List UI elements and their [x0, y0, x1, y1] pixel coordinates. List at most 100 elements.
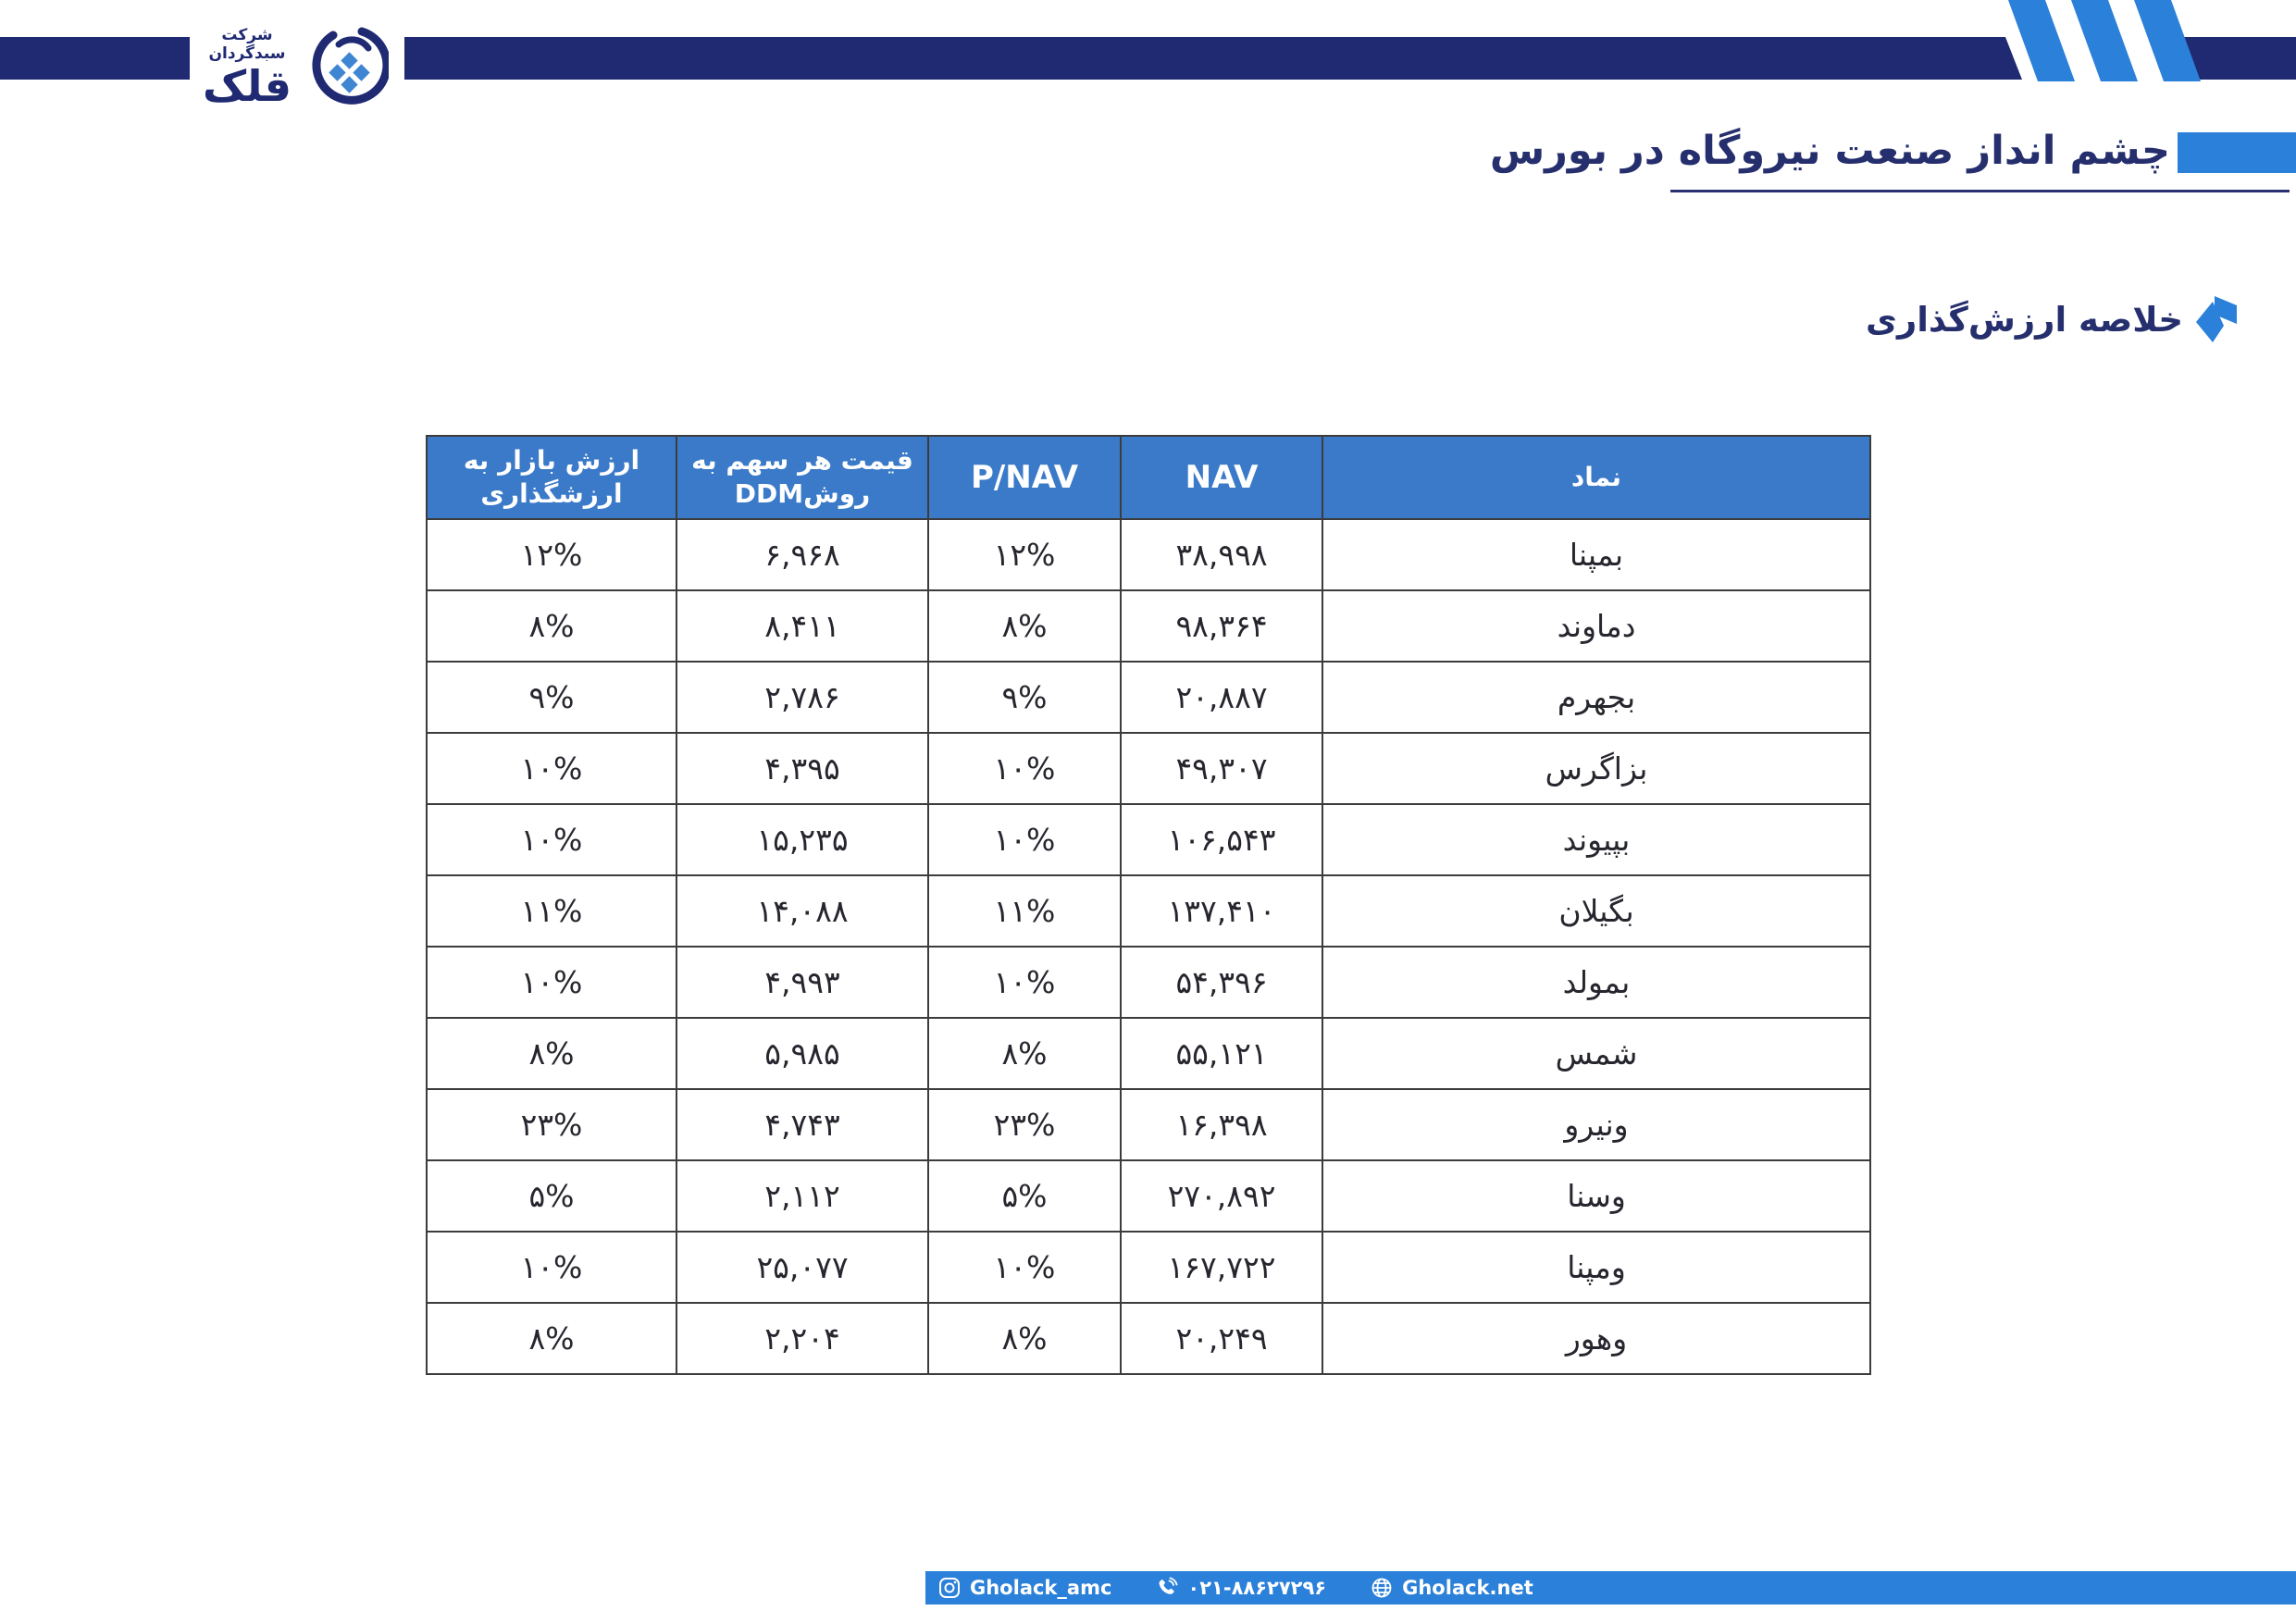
table-row: بگیلان ۱۳۷,۴۱۰ ۱۱% ۱۴,۰۸۸ ۱۱%	[426, 874, 1871, 948]
cell-ddm: ۶,۹۶۸	[676, 518, 929, 591]
cell-ddm: ۱۵,۲۳۵	[676, 803, 929, 876]
subtitle-arrow-icon	[2196, 296, 2237, 342]
footer-website: Gholack.net	[1371, 1577, 1533, 1599]
cell-ddm: ۸,۴۱۱	[676, 589, 929, 663]
title-underline	[1670, 190, 2290, 192]
cell-mv: ۸%	[426, 1017, 677, 1090]
phone-icon	[1156, 1577, 1178, 1599]
table-row: بپیوند ۱۰۶,۵۴۳ ۱۰% ۱۵,۲۳۵ ۱۰%	[426, 803, 1871, 876]
cell-mv: ۱۰%	[426, 1231, 677, 1304]
col-header-market-value: ارزش بازار به ارزشگذاری	[426, 435, 677, 520]
table-body: بمپنا ۳۸,۹۹۸ ۱۲% ۶,۹۶۸ ۱۲% دماوند ۹۸,۳۶۴ ۸% ۸,۴۱…	[426, 518, 1871, 1375]
footer-instagram: Gholack_amc	[938, 1577, 1111, 1599]
table-row: بجهرم ۲۰,۸۸۷ ۹% ۲,۷۸۶ ۹%	[426, 661, 1871, 734]
cell-mv: ۵%	[426, 1159, 677, 1233]
col-header-nav: NAV	[1120, 435, 1323, 520]
logo-company-line: شرکت سبدگردان	[208, 26, 286, 64]
cell-nav: ۴۹,۳۰۷	[1120, 732, 1323, 805]
footer-instagram-handle: Gholack_amc	[970, 1577, 1112, 1599]
cell-pnav: ۲۳%	[927, 1088, 1122, 1161]
section-subtitle: خلاصه ارزش‌گذاری	[1866, 299, 2183, 340]
table-row: شمس ۵۵,۱۲۱ ۸% ۵,۹۸۵ ۸%	[426, 1017, 1871, 1090]
cell-pnav: ۱۲%	[927, 518, 1122, 591]
cell-nav: ۲۷۰,۸۹۲	[1120, 1159, 1323, 1233]
table-row: بمپنا ۳۸,۹۹۸ ۱۲% ۶,۹۶۸ ۱۲%	[426, 518, 1871, 591]
cell-mv: ۲۳%	[426, 1088, 677, 1161]
cell-mv: ۱۲%	[426, 518, 677, 591]
table-row: دماوند ۹۸,۳۶۴ ۸% ۸,۴۱۱ ۸%	[426, 589, 1871, 663]
cell-nav: ۱۰۶,۵۴۳	[1120, 803, 1323, 876]
cell-symbol: دماوند	[1322, 589, 1871, 663]
cell-mv: ۹%	[426, 661, 677, 734]
top-bar-middle-segment	[404, 37, 2022, 80]
cell-symbol: بزاگرس	[1322, 732, 1871, 805]
diagonal-stripe	[2008, 0, 2076, 81]
cell-ddm: ۴,۹۹۳	[676, 946, 929, 1019]
cell-ddm: ۲,۱۱۲	[676, 1159, 929, 1233]
cell-pnav: ۱۱%	[927, 874, 1122, 948]
cell-pnav: ۸%	[927, 1017, 1122, 1090]
cell-symbol: شمس	[1322, 1017, 1871, 1090]
cell-pnav: ۸%	[927, 1302, 1122, 1375]
gholack-logo-icon	[311, 26, 391, 109]
cell-symbol: بجهرم	[1322, 661, 1871, 734]
page-title: چشم انداز صنعت نیروگاه در بورس	[1489, 128, 2170, 174]
cell-nav: ۹۸,۳۶۴	[1120, 589, 1323, 663]
cell-pnav: ۵%	[927, 1159, 1122, 1233]
title-accent-bar	[2178, 132, 2296, 173]
cell-pnav: ۱۰%	[927, 946, 1122, 1019]
cell-nav: ۳۸,۹۹۸	[1120, 518, 1323, 591]
cell-nav: ۱۳۷,۴۱۰	[1120, 874, 1323, 948]
diagonal-stripe	[2071, 0, 2139, 81]
cell-ddm: ۵,۹۸۵	[676, 1017, 929, 1090]
cell-pnav: ۹%	[927, 661, 1122, 734]
cell-symbol: بمولد	[1322, 946, 1871, 1019]
cell-nav: ۲۰,۸۸۷	[1120, 661, 1323, 734]
cell-symbol: بپیوند	[1322, 803, 1871, 876]
footer-contact-bar: Gholack_amc ۰۲۱-۸۸۶۲۷۲۹۶ Gholack.net	[925, 1571, 2296, 1604]
cell-nav: ۵۴,۳۹۶	[1120, 946, 1323, 1019]
table-row: ونیرو ۱۶,۳۹۸ ۲۳% ۴,۷۴۳ ۲۳%	[426, 1088, 1871, 1161]
cell-ddm: ۴,۷۴۳	[676, 1088, 929, 1161]
cell-mv: ۱۰%	[426, 732, 677, 805]
footer-phone-number: ۰۲۱-۸۸۶۲۷۲۹۶	[1187, 1577, 1327, 1599]
cell-mv: ۱۰%	[426, 803, 677, 876]
cell-mv: ۱۰%	[426, 946, 677, 1019]
logo-brand-name: قلک	[203, 60, 292, 111]
globe-icon	[1371, 1577, 1393, 1599]
instagram-icon	[938, 1577, 961, 1599]
cell-symbol: بمپنا	[1322, 518, 1871, 591]
col-header-ddm: قیمت هر سهم به روشDDM	[676, 435, 929, 520]
table-row: بزاگرس ۴۹,۳۰۷ ۱۰% ۴,۳۹۵ ۱۰%	[426, 732, 1871, 805]
table-header-row: نماد NAV P/NAV قیمت هر سهم به روشDDM ارز…	[426, 435, 1871, 520]
cell-mv: ۸%	[426, 1302, 677, 1375]
valuation-table: نماد NAV P/NAV قیمت هر سهم به روشDDM ارز…	[426, 435, 1871, 1375]
logo-wordmark: شرکت سبدگردان قلک	[183, 26, 311, 108]
footer-phone: ۰۲۱-۸۸۶۲۷۲۹۶	[1156, 1577, 1326, 1599]
cell-mv: ۸%	[426, 589, 677, 663]
cell-symbol: ونیرو	[1322, 1088, 1871, 1161]
table-row: وسنا ۲۷۰,۸۹۲ ۵% ۲,۱۱۲ ۵%	[426, 1159, 1871, 1233]
cell-symbol: وهور	[1322, 1302, 1871, 1375]
cell-symbol: بگیلان	[1322, 874, 1871, 948]
cell-ddm: ۲۵,۰۷۷	[676, 1231, 929, 1304]
table-row: ومپنا ۱۶۷,۷۲۲ ۱۰% ۲۵,۰۷۷ ۱۰%	[426, 1231, 1871, 1304]
col-header-symbol: نماد	[1322, 435, 1871, 520]
cell-symbol: وسنا	[1322, 1159, 1871, 1233]
cell-nav: ۱۶,۳۹۸	[1120, 1088, 1323, 1161]
col-header-pnav: P/NAV	[927, 435, 1122, 520]
cell-ddm: ۲,۷۸۶	[676, 661, 929, 734]
cell-ddm: ۴,۳۹۵	[676, 732, 929, 805]
footer-website-url: Gholack.net	[1402, 1577, 1533, 1599]
top-bar-left-segment	[0, 37, 190, 80]
section-subtitle-row: خلاصه ارزش‌گذاری	[1866, 296, 2237, 342]
cell-nav: ۵۵,۱۲۱	[1120, 1017, 1323, 1090]
cell-symbol: ومپنا	[1322, 1231, 1871, 1304]
cell-nav: ۱۶۷,۷۲۲	[1120, 1231, 1323, 1304]
cell-pnav: ۱۰%	[927, 732, 1122, 805]
cell-pnav: ۸%	[927, 589, 1122, 663]
cell-ddm: ۱۴,۰۸۸	[676, 874, 929, 948]
cell-nav: ۲۰,۲۴۹	[1120, 1302, 1323, 1375]
cell-pnav: ۱۰%	[927, 1231, 1122, 1304]
